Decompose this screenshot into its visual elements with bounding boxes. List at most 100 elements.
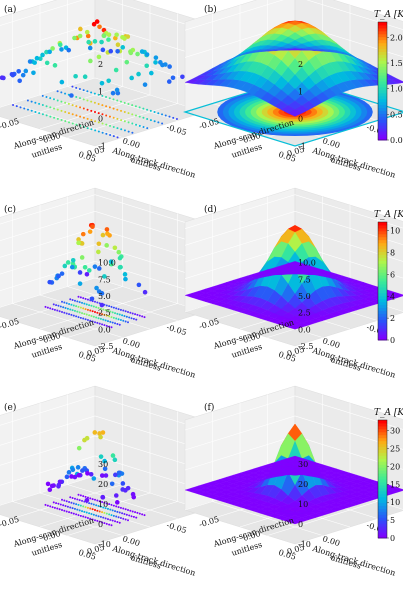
projection-point xyxy=(55,304,58,307)
data-point xyxy=(70,257,76,263)
colorbar-segment xyxy=(378,227,387,232)
colorbar-tick-label: 30 xyxy=(390,427,400,436)
data-point xyxy=(91,476,97,481)
projection-point xyxy=(108,523,111,526)
projection-point xyxy=(142,116,145,119)
projection-point xyxy=(109,134,112,137)
surface-patch xyxy=(287,261,303,266)
projection-point xyxy=(101,131,104,134)
data-point xyxy=(23,68,29,74)
projection-point xyxy=(130,515,133,518)
projection-point xyxy=(75,315,78,318)
colorbar-segment xyxy=(378,481,387,486)
scatter-points xyxy=(0,19,185,98)
projection-point xyxy=(83,510,86,513)
z-tick-label: 0 xyxy=(298,115,303,124)
data-point xyxy=(69,264,75,270)
projection-point xyxy=(89,507,92,510)
colorbar-segment xyxy=(378,134,387,138)
projection-point xyxy=(142,125,145,128)
projection-point xyxy=(57,502,60,505)
projection-point xyxy=(122,309,125,312)
projection-point xyxy=(26,108,29,111)
z-tick-label: 10 xyxy=(98,500,108,509)
projection-point xyxy=(112,116,115,119)
projection-point xyxy=(51,308,54,311)
data-point xyxy=(27,59,33,64)
colorbar-segment xyxy=(378,440,387,445)
projection-point xyxy=(103,501,106,504)
projection-point xyxy=(51,506,54,509)
projection-point xyxy=(89,319,92,322)
projection-point xyxy=(105,522,108,525)
projection-point xyxy=(109,310,112,313)
gridline xyxy=(184,395,403,431)
data-point xyxy=(50,46,55,51)
colorbar-segment xyxy=(378,449,387,453)
colorbar-tick-label: 1.0 xyxy=(390,85,403,94)
projection-point xyxy=(86,90,89,93)
z-tick-label: 7.5 xyxy=(298,275,311,284)
colorbar-segment xyxy=(378,137,387,141)
data-point xyxy=(100,232,106,238)
colorbar-segment xyxy=(378,125,387,129)
data-point xyxy=(79,241,85,246)
colorbar-segment xyxy=(378,458,387,462)
projection-point xyxy=(71,104,74,107)
z-tick-label: 5.0 xyxy=(98,292,111,301)
gridline xyxy=(184,211,403,246)
data-point xyxy=(85,471,90,476)
projection-point xyxy=(92,305,95,308)
colorbar-segment xyxy=(378,275,387,279)
data-point xyxy=(64,474,70,480)
colorbar-segment xyxy=(378,446,387,450)
colorbar-tick-label: 0.0 xyxy=(390,136,403,145)
projection-point xyxy=(68,511,71,514)
colorbar-segment xyxy=(378,278,387,282)
projection-point xyxy=(149,119,152,122)
data-point xyxy=(108,259,114,264)
projection-point xyxy=(60,91,63,94)
projection-point xyxy=(97,112,100,115)
projection-point xyxy=(65,302,68,305)
projection-point xyxy=(119,506,122,509)
projection-point xyxy=(141,513,144,516)
projection-point xyxy=(109,320,112,323)
projection-point xyxy=(134,313,137,316)
gridline xyxy=(0,244,206,279)
projection-point xyxy=(85,511,88,514)
colorbar-segment xyxy=(378,224,387,229)
data-point xyxy=(77,270,83,275)
colorbar-segment xyxy=(378,281,387,285)
projection-point xyxy=(97,504,100,507)
data-point xyxy=(94,285,99,291)
projection-point xyxy=(123,101,126,104)
projection-point xyxy=(73,299,76,302)
projection-point xyxy=(132,317,135,320)
gridline xyxy=(0,455,206,491)
projection-point xyxy=(116,117,119,120)
projection-point xyxy=(101,94,104,97)
projection-point xyxy=(82,297,85,300)
data-point xyxy=(57,42,63,48)
projection-point xyxy=(62,504,65,507)
data-point xyxy=(82,74,88,80)
data-point xyxy=(135,51,140,57)
projection-point xyxy=(104,517,107,520)
projection-point xyxy=(78,311,81,314)
colorbar-segment xyxy=(378,337,387,341)
projection-point xyxy=(82,98,85,101)
data-point xyxy=(99,80,105,86)
gridline xyxy=(184,194,403,229)
projection-point xyxy=(77,316,80,319)
colorbar-segment xyxy=(378,101,387,106)
z-tick-label: 10 xyxy=(298,500,308,509)
colorbar-segment xyxy=(378,107,387,111)
data-point xyxy=(59,271,65,276)
projection-point xyxy=(108,325,111,328)
colorbar-segment xyxy=(378,502,387,507)
colorbar-segment xyxy=(378,310,387,314)
projection-point xyxy=(124,508,127,511)
